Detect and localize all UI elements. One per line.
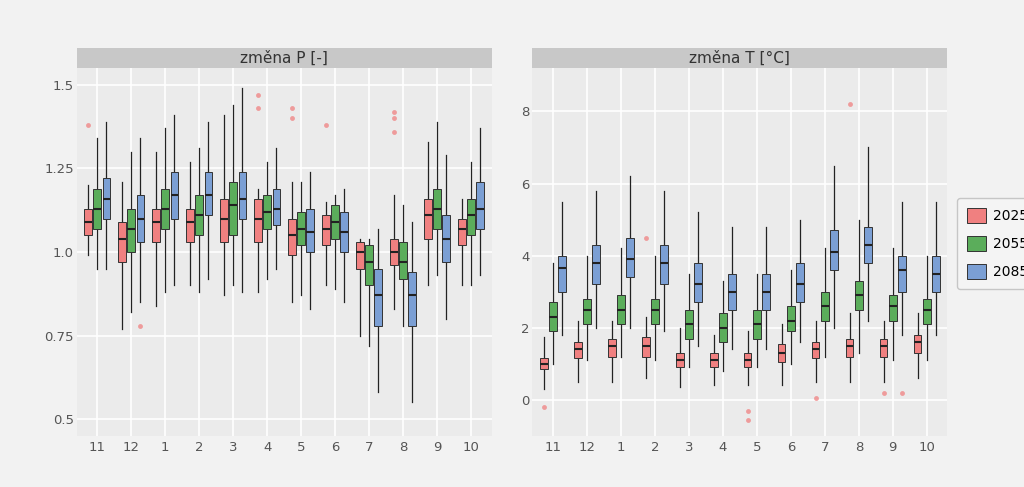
Bar xyxy=(777,344,785,362)
Bar xyxy=(549,302,557,331)
Bar xyxy=(583,299,591,324)
Bar xyxy=(880,338,888,356)
Bar xyxy=(786,306,795,331)
Bar xyxy=(642,337,649,356)
Bar xyxy=(762,274,770,310)
Bar xyxy=(322,215,330,245)
Bar xyxy=(797,263,804,302)
Bar xyxy=(923,299,931,324)
Bar xyxy=(366,245,373,285)
Bar xyxy=(239,172,247,219)
Bar xyxy=(442,215,451,262)
Bar xyxy=(171,172,178,219)
Bar xyxy=(433,188,441,228)
Bar xyxy=(932,256,940,292)
Bar xyxy=(356,242,364,269)
Bar xyxy=(607,338,615,356)
Bar xyxy=(592,245,600,284)
Bar xyxy=(220,199,227,242)
Bar xyxy=(263,195,271,228)
Bar xyxy=(846,338,853,356)
Bar xyxy=(390,239,397,265)
Bar xyxy=(830,230,838,270)
Bar xyxy=(409,272,417,325)
Bar xyxy=(821,292,828,320)
Text: změna T [°C]: změna T [°C] xyxy=(689,51,791,66)
Legend: 2025, 2055, 2085: 2025, 2055, 2085 xyxy=(957,198,1024,289)
Bar xyxy=(136,195,144,242)
Bar xyxy=(540,358,548,369)
Bar xyxy=(288,219,296,255)
Bar xyxy=(743,353,752,367)
Bar xyxy=(424,199,432,239)
Bar xyxy=(651,299,658,324)
Bar xyxy=(205,172,212,215)
Bar xyxy=(710,353,718,367)
Bar xyxy=(196,195,203,235)
Bar xyxy=(913,335,922,353)
Text: změna P [-]: změna P [-] xyxy=(241,51,328,66)
Bar xyxy=(864,227,872,263)
Bar xyxy=(753,310,761,338)
Bar xyxy=(127,208,135,252)
Bar xyxy=(341,212,348,252)
Bar xyxy=(161,188,169,228)
Bar xyxy=(812,342,819,358)
Bar xyxy=(458,219,466,245)
Bar xyxy=(297,212,305,245)
Bar xyxy=(616,295,625,324)
Bar xyxy=(306,208,314,252)
Bar xyxy=(627,238,634,277)
Bar xyxy=(573,342,582,358)
Bar xyxy=(331,205,339,239)
Bar xyxy=(467,199,475,235)
Bar xyxy=(898,256,906,292)
Bar xyxy=(93,188,101,228)
Bar xyxy=(375,269,382,325)
Bar xyxy=(694,263,702,302)
Bar xyxy=(272,188,281,225)
Bar xyxy=(152,208,160,242)
Bar xyxy=(118,222,126,262)
Bar xyxy=(229,182,238,235)
Bar xyxy=(855,281,863,310)
Bar xyxy=(102,178,111,219)
Bar xyxy=(84,208,92,235)
Bar xyxy=(77,48,492,68)
Bar xyxy=(889,295,897,320)
Bar xyxy=(399,242,408,279)
Bar xyxy=(660,245,668,284)
Bar xyxy=(254,199,262,242)
Bar xyxy=(719,313,727,342)
Bar xyxy=(476,182,484,228)
Bar xyxy=(558,256,566,292)
Bar xyxy=(728,274,736,310)
Bar xyxy=(685,310,693,338)
Bar xyxy=(532,48,947,68)
Bar xyxy=(186,208,194,242)
Bar xyxy=(676,353,683,367)
